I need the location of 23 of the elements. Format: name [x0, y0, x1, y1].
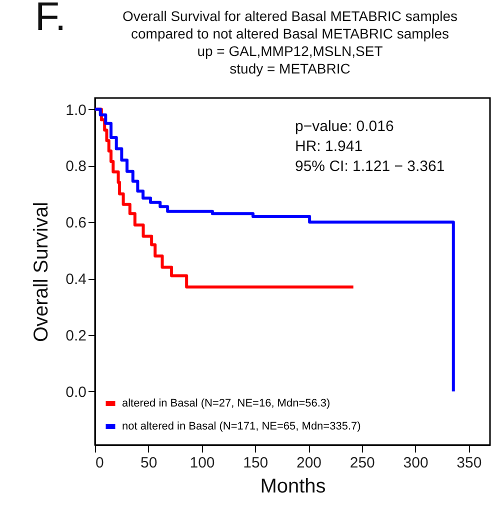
x-tick-label: 350	[456, 454, 482, 472]
legend-label: altered in Basal (N=27, NE=16, Mdn=56.3)	[122, 398, 330, 410]
annotation: HR: 1.941	[295, 138, 363, 155]
x-tick-label: 250	[350, 454, 375, 472]
y-tick-label: 0.8	[66, 158, 86, 176]
y-tick-label: 0.2	[66, 327, 86, 344]
x-tick-label: 150	[243, 454, 268, 472]
y-axis-title: Overall Survival	[30, 202, 53, 342]
y-tick-label: 0.4	[66, 271, 86, 288]
x-tick-label: 300	[403, 454, 428, 472]
x-tick-label: 100	[190, 454, 215, 472]
legend-label: not altered in Basal (N=171, NE=65, Mdn=335.7)	[122, 420, 361, 432]
y-tick-label: 0.0	[66, 384, 86, 401]
y-tick-label: 0.6	[66, 214, 86, 232]
annotation: 95% CI: 1.121 − 3.361	[295, 158, 445, 175]
x-tick-label: 0	[96, 454, 104, 472]
x-tick-label: 50	[140, 454, 158, 472]
text: F.	[35, 0, 66, 39]
annotation: p−value: 0.016	[295, 118, 394, 135]
x-tick-label: 200	[296, 454, 322, 472]
x-axis-title: Months	[260, 476, 326, 498]
chart-subtitle: up = GAL,MMP12,MSLN,SET study = METABRIC	[197, 43, 384, 76]
y-tick-label: 1.0	[66, 102, 86, 119]
